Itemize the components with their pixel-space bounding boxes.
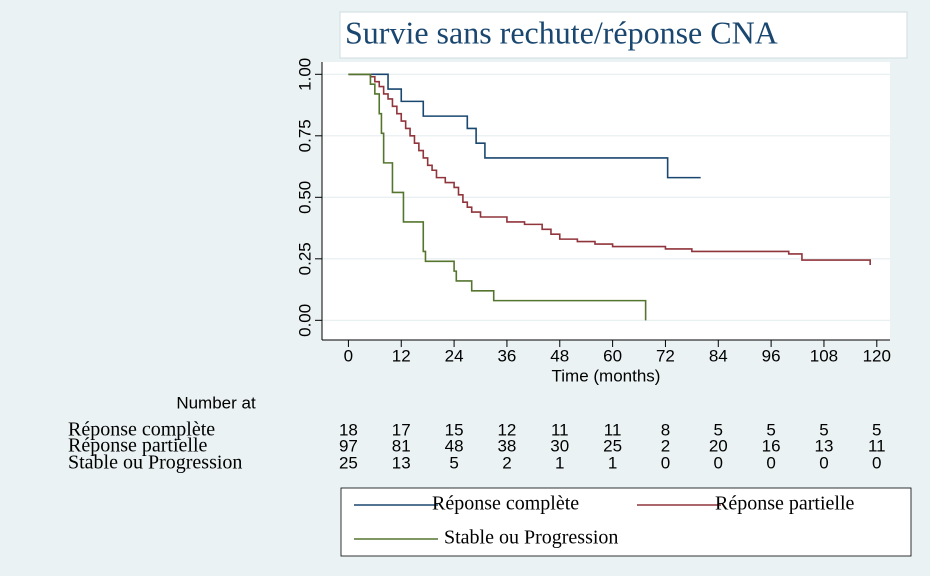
risk-value: 20: [709, 436, 728, 455]
risk-value: 0: [872, 453, 881, 472]
risk-value: 8: [661, 420, 670, 439]
legend-label: Réponse complète: [432, 493, 579, 515]
x-tick-label: 60: [603, 346, 622, 365]
risk-value: 16: [762, 436, 781, 455]
risk-value: 38: [497, 436, 516, 455]
risk-value: 5: [819, 420, 828, 439]
chart-title: Survie sans rechute/réponse CNA: [345, 14, 778, 50]
risk-value: 2: [661, 436, 670, 455]
y-tick-label: 0.25: [295, 242, 314, 275]
x-tick-label: 24: [445, 346, 464, 365]
risk-value: 15: [445, 420, 464, 439]
y-tick-label: 0.50: [295, 181, 314, 214]
risk-row-name: Réponse complète: [68, 419, 215, 441]
x-axis-label: Time (months): [552, 366, 661, 385]
risk-value: 48: [445, 436, 464, 455]
risk-value: 81: [392, 436, 411, 455]
risk-value: 5: [714, 420, 723, 439]
x-tick-label: 48: [550, 346, 569, 365]
risk-value: 11: [868, 436, 886, 455]
risk-value: 0: [819, 453, 828, 472]
risk-value: 11: [551, 420, 569, 439]
risk-value: 18: [339, 420, 358, 439]
risk-value: 97: [339, 436, 358, 455]
y-tick-label: 0.00: [295, 304, 314, 337]
risk-value: 5: [872, 420, 881, 439]
y-tick-label: 1.00: [295, 58, 314, 91]
y-tick-label: 0.75: [295, 119, 314, 152]
plot-area: [322, 62, 890, 340]
risk-table-title: Number at: [176, 393, 256, 412]
risk-value: 5: [766, 420, 775, 439]
risk-value: 25: [603, 436, 622, 455]
survival-curve: [348, 73, 647, 321]
risk-row-name: Réponse partielle: [68, 435, 208, 457]
legend-label: Réponse partielle: [715, 493, 855, 515]
risk-value: 5: [449, 453, 458, 472]
risk-value: 2: [502, 453, 511, 472]
x-tick-label: 120: [863, 346, 891, 365]
risk-row-name: Stable ou Progression: [68, 452, 242, 474]
risk-value: 0: [661, 453, 670, 472]
x-tick-label: 72: [656, 346, 675, 365]
x-tick-label: 108: [810, 346, 838, 365]
survival-curve: [348, 73, 701, 179]
x-tick-label: 84: [709, 346, 728, 365]
risk-value: 30: [550, 436, 569, 455]
x-tick-label: 12: [392, 346, 411, 365]
survival-curve: [348, 73, 871, 265]
risk-value: 17: [392, 420, 411, 439]
x-tick-label: 0: [344, 346, 353, 365]
x-tick-label: 96: [762, 346, 781, 365]
risk-value: 0: [714, 453, 723, 472]
legend-label: Stable ou Progression: [444, 527, 618, 549]
risk-value: 1: [555, 453, 564, 472]
risk-value: 0: [766, 453, 775, 472]
risk-value: 1: [608, 453, 617, 472]
risk-value: 11: [604, 420, 622, 439]
risk-value: 13: [392, 453, 411, 472]
risk-value: 12: [497, 420, 516, 439]
legend: [340, 487, 912, 557]
risk-value: 25: [339, 453, 358, 472]
x-tick-label: 36: [497, 346, 516, 365]
risk-value: 13: [814, 436, 833, 455]
title-box: [339, 11, 908, 59]
